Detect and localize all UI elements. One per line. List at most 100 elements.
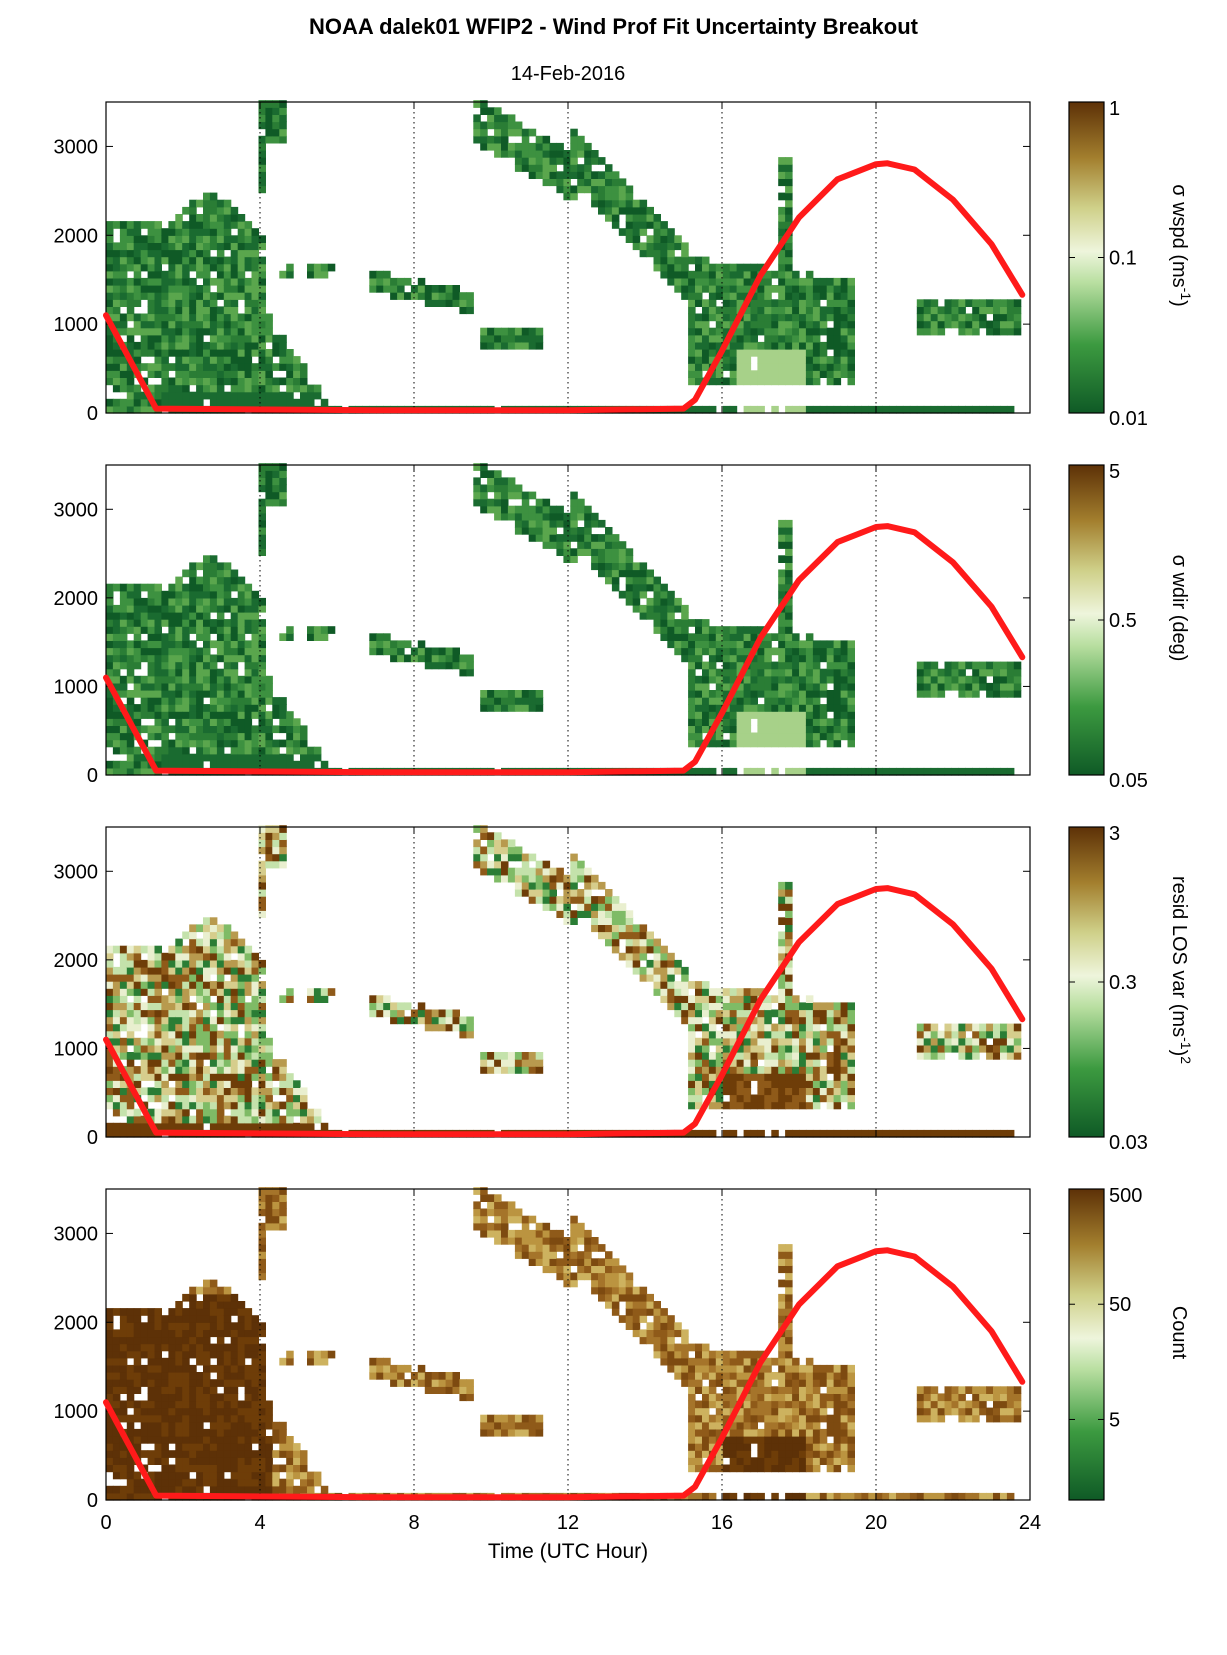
heatmap-cell [785, 235, 793, 243]
heatmap-cell [175, 256, 183, 265]
heatmap-cell [230, 612, 239, 620]
heatmap-cell [542, 164, 551, 172]
heatmap-cell [1006, 1023, 1015, 1032]
heatmap-cell [112, 1450, 121, 1458]
heatmap-cell [591, 519, 599, 528]
heatmap-cell [556, 896, 564, 904]
heatmap-cell [542, 534, 551, 542]
heatmap-cell [771, 1094, 779, 1103]
heatmap-cell [258, 732, 266, 741]
heatmap-cell [750, 1052, 758, 1060]
heatmap-cell [133, 1052, 142, 1060]
heatmap-cell [667, 249, 675, 258]
heatmap-cell [494, 484, 502, 493]
heatmap-cell [112, 988, 121, 996]
heatmap-cell [688, 277, 696, 286]
heatmap-cell [812, 299, 821, 307]
heatmap-cell [819, 1016, 828, 1025]
heatmap-cell [674, 640, 682, 649]
heatmap-cell [119, 1379, 128, 1387]
heatmap-cell [729, 739, 738, 748]
heatmap-cell [501, 860, 509, 869]
heatmap-cell [140, 1343, 149, 1352]
heatmap-cell [258, 597, 266, 606]
heatmap-cell [279, 135, 287, 144]
heatmap-cell [106, 299, 114, 307]
heatmap-cell [272, 349, 280, 357]
heatmap-cell [805, 285, 814, 293]
heatmap-cell [209, 341, 218, 350]
heatmap-cell [466, 306, 474, 315]
heatmap-cell [410, 1016, 419, 1025]
heatmap-cell [216, 668, 225, 677]
heatmap-cell [847, 1030, 855, 1039]
heatmap-cell [300, 1101, 308, 1110]
heatmap-cell [473, 491, 481, 500]
heatmap-cell [799, 405, 807, 414]
heatmap-cell [133, 341, 142, 350]
heatmap-cell [209, 256, 218, 265]
heatmap-cell [514, 519, 523, 528]
heatmap-cell [958, 313, 966, 322]
heatmap-cell [764, 1052, 772, 1060]
heatmap-cell [778, 1059, 786, 1067]
heatmap-cell [397, 647, 405, 656]
heatmap-cell [209, 398, 218, 407]
heatmap-cell [487, 867, 495, 876]
heatmap-cell [216, 349, 225, 357]
heatmap-cell [230, 320, 239, 329]
heatmap-cell [154, 1357, 162, 1366]
heatmap-cell [930, 668, 939, 677]
heatmap-cell [223, 1066, 232, 1074]
heatmap-cell [161, 1115, 169, 1124]
heatmap-cell [799, 1030, 807, 1039]
heatmap-cell [646, 206, 654, 215]
heatmap-cell [438, 285, 447, 293]
heatmap-cell [778, 263, 786, 272]
heatmap-cell [799, 370, 807, 378]
heatmap-cell [189, 228, 197, 236]
heatmap-cell [785, 988, 793, 996]
heatmap-cell [327, 263, 336, 272]
heatmap-cell [161, 1436, 169, 1444]
heatmap-cell [618, 178, 627, 187]
heatmap-cell [182, 704, 190, 712]
heatmap-cell [778, 519, 786, 528]
heatmap-cell [126, 1030, 135, 1039]
heatmap-cell [216, 619, 225, 627]
heatmap-cell [708, 640, 717, 649]
heatmap-cell [147, 1052, 156, 1060]
heatmap-cell [556, 505, 564, 514]
heatmap-cell [771, 682, 779, 691]
heatmap-cell [528, 512, 537, 521]
heatmap-cell [805, 327, 814, 336]
heatmap-cell [958, 1044, 966, 1053]
heatmap-cell [307, 1115, 315, 1124]
heatmap-cell [161, 1315, 169, 1323]
heatmap-cell [383, 647, 391, 656]
heatmap-cell [154, 753, 162, 762]
heatmap-cell [923, 306, 932, 315]
heatmap-cell [126, 341, 135, 350]
heatmap-cell [112, 1308, 121, 1316]
heatmap-cell [216, 739, 225, 748]
heatmap-cell [556, 157, 564, 165]
heatmap-cell [771, 320, 779, 329]
heatmap-cell [847, 313, 855, 322]
heatmap-cell [119, 1322, 128, 1330]
heatmap-cell [196, 945, 204, 954]
heatmap-cell [722, 654, 731, 663]
heatmap-cell [736, 341, 745, 350]
heatmap-cell [112, 604, 121, 613]
heatmap-cell [757, 682, 765, 691]
heatmap-cell [799, 718, 807, 726]
heatmap-cell [410, 647, 419, 656]
heatmap-cell [480, 846, 488, 855]
heatmap-cell [154, 597, 162, 606]
heatmap-cell [182, 583, 190, 592]
heatmap-cell [272, 470, 280, 478]
heatmap-cell [126, 1436, 135, 1444]
heatmap-cell [764, 1073, 772, 1081]
heatmap-cell [549, 150, 557, 158]
heatmap-cell [605, 555, 613, 563]
